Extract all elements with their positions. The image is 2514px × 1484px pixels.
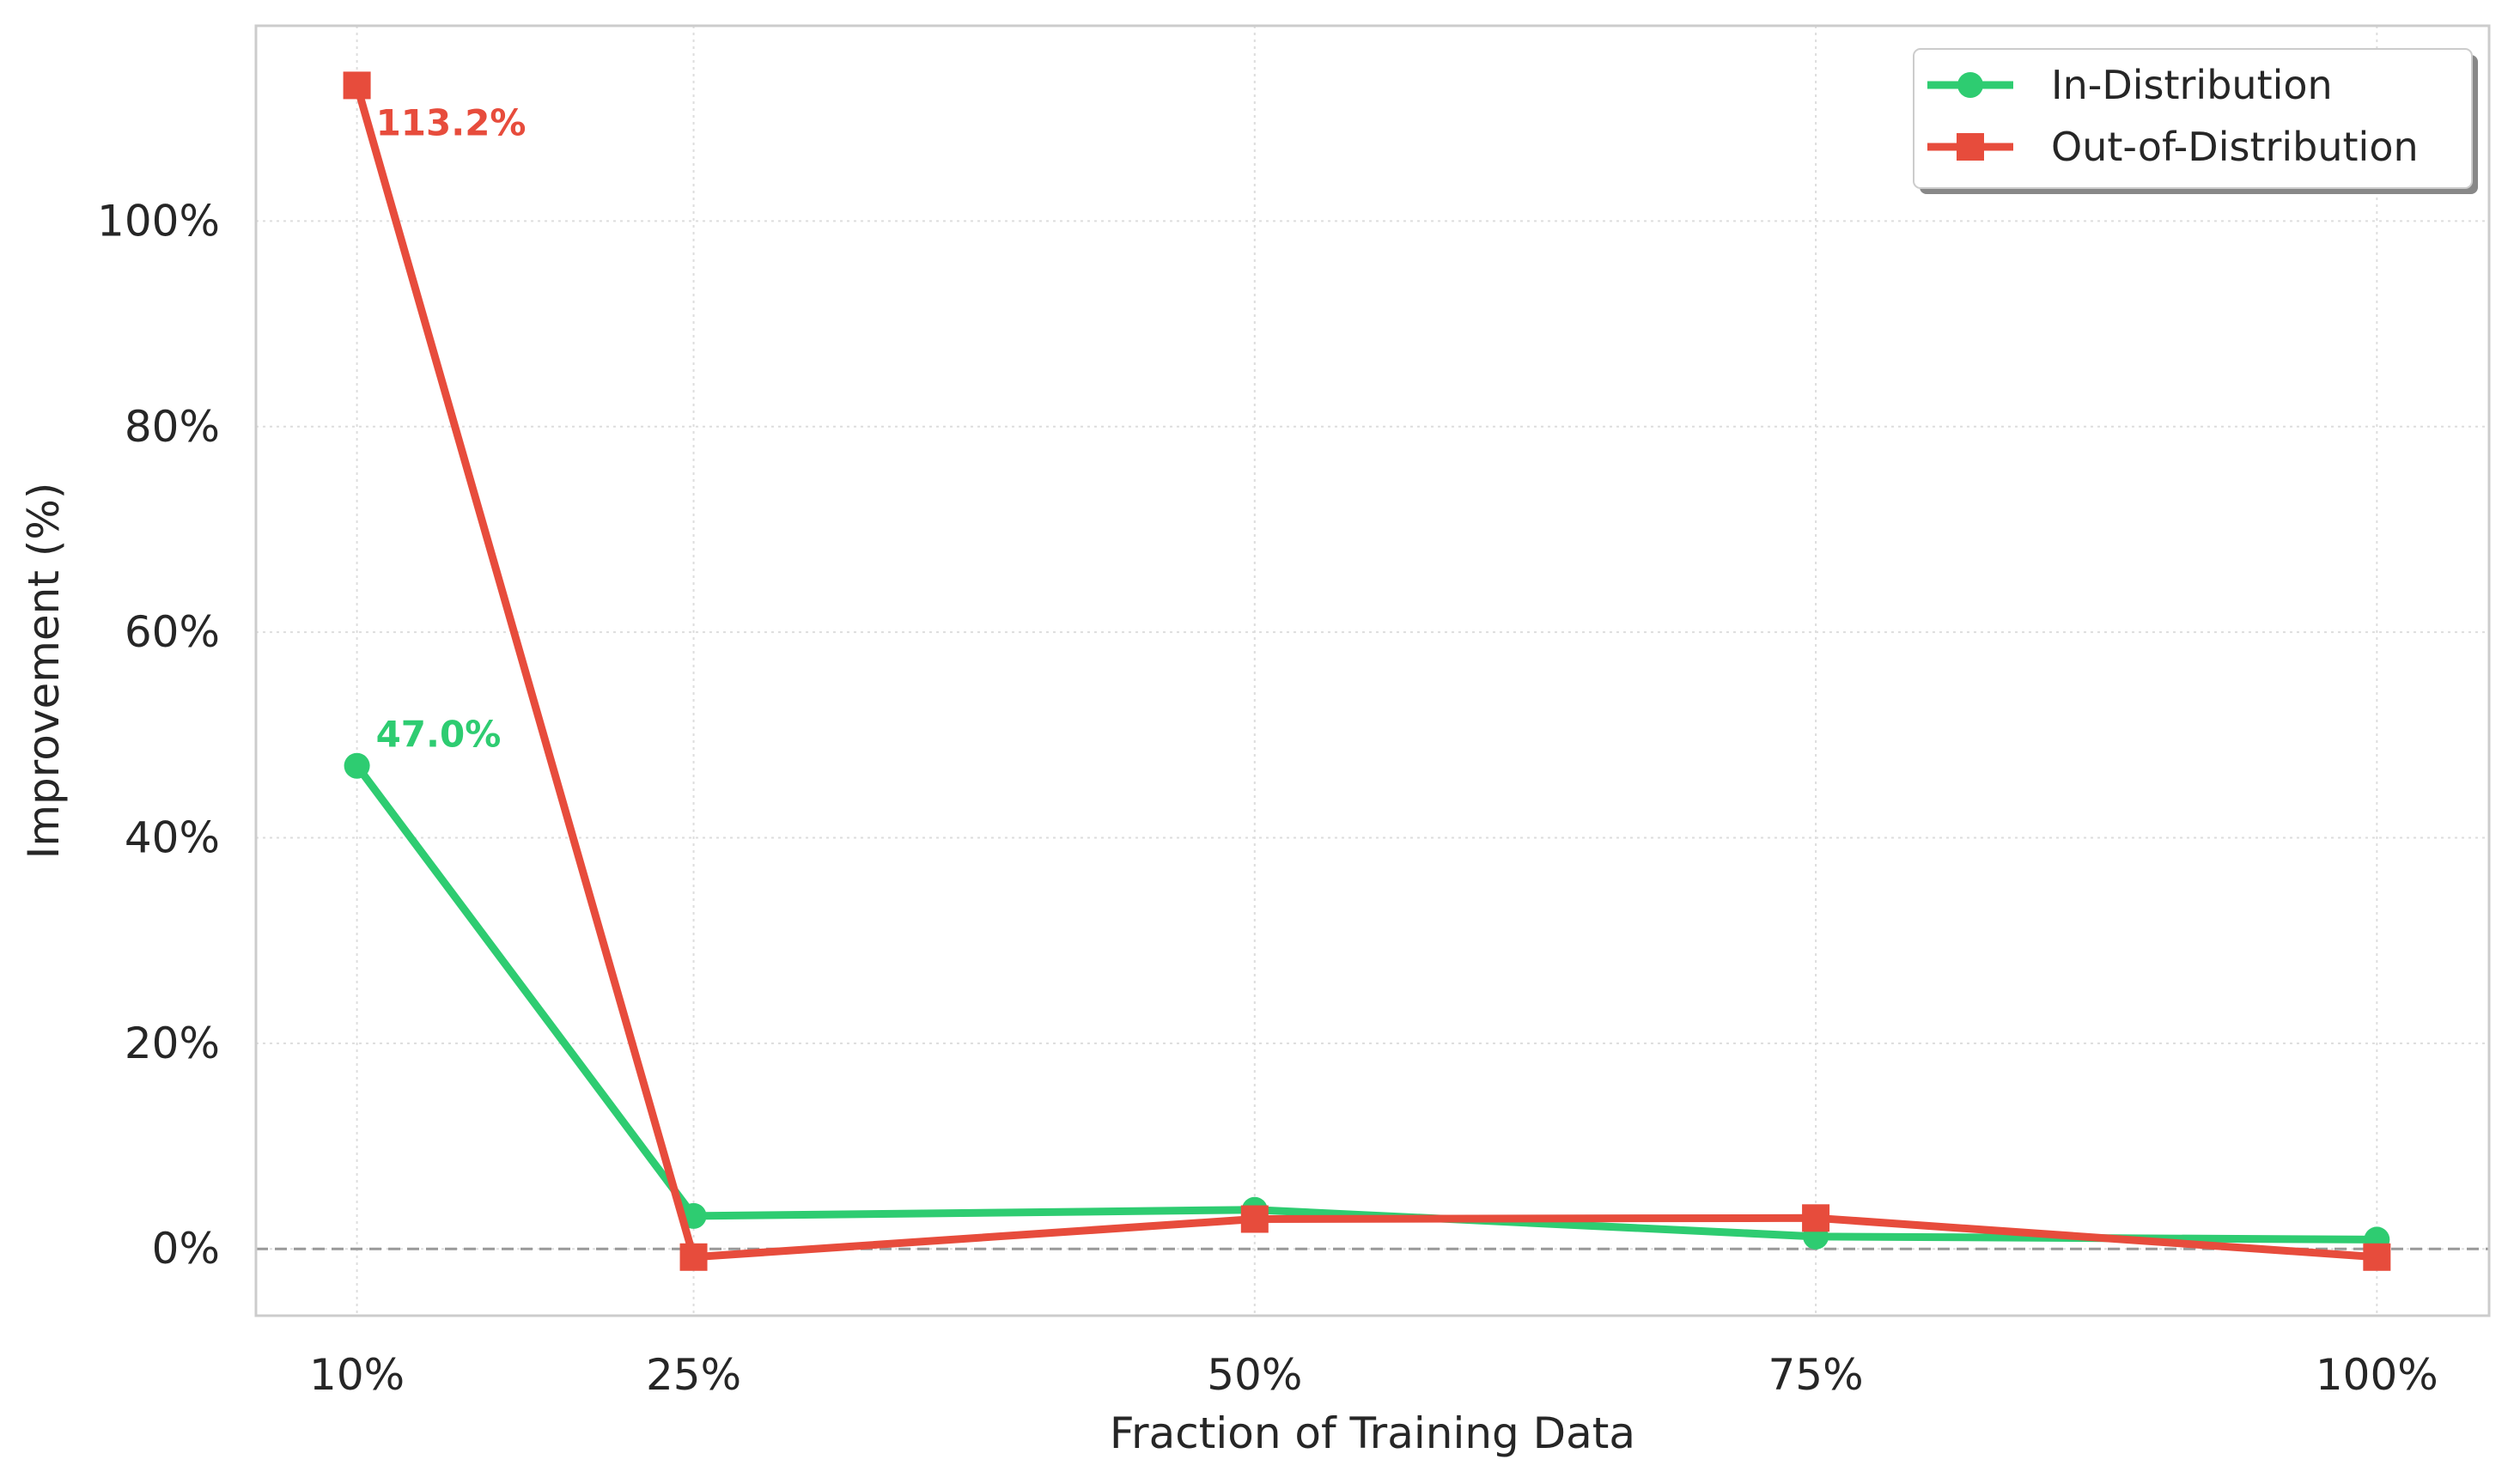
x-tick-label-2: 50% (1207, 1350, 1302, 1400)
annotation-label-1: 113.2% (376, 101, 527, 143)
series-1-point-1 (679, 1243, 708, 1271)
series-1-point-3 (1802, 1204, 1830, 1232)
x-axis-ticks: 10% 25% 50% 75% 100% (309, 1350, 2438, 1400)
series-1 (343, 71, 2391, 1271)
y-tick-label-0: 0% (152, 1224, 220, 1274)
series-group (343, 71, 2391, 1271)
y-tick-label-5: 100% (97, 196, 220, 246)
y-axis-ticks: 0% 20% 40% 60% 80% 100% (97, 196, 220, 1274)
series-1-point-2 (1240, 1205, 1269, 1233)
series-0-point-0 (344, 752, 370, 779)
x-tick-label-3: 75% (1768, 1350, 1864, 1400)
x-tick-label-4: 100% (2316, 1350, 2438, 1400)
y-axis-label: Improvement (%) (19, 483, 69, 860)
plot-frame (254, 24, 2491, 1317)
legend-label-0: In-Distribution (2051, 62, 2333, 108)
y-tick-label-4: 80% (125, 402, 220, 452)
legend: In-Distribution Out-of-Distribution (1913, 48, 2478, 194)
x-tick-label-0: 10% (309, 1350, 405, 1400)
y-tick-label-3: 60% (125, 607, 220, 657)
y-tick-label-2: 40% (125, 812, 220, 862)
x-tick-label-1: 25% (646, 1350, 741, 1400)
legend-marker-0 (1957, 72, 1983, 98)
legend-box (1913, 48, 2473, 189)
legend-marker-1 (1957, 133, 1984, 161)
series-1-point-0 (343, 71, 371, 100)
series-1-point-4 (2363, 1243, 2391, 1271)
annotation-label-0: 47.0% (376, 714, 502, 756)
grid-lines (256, 26, 2489, 1316)
x-axis-label: Fraction of Training Data (1110, 1408, 1635, 1458)
y-tick-label-1: 20% (125, 1019, 220, 1068)
annotations-group: 47.0% 113.2% (376, 101, 527, 755)
legend-label-1: Out-of-Distribution (2051, 124, 2419, 170)
